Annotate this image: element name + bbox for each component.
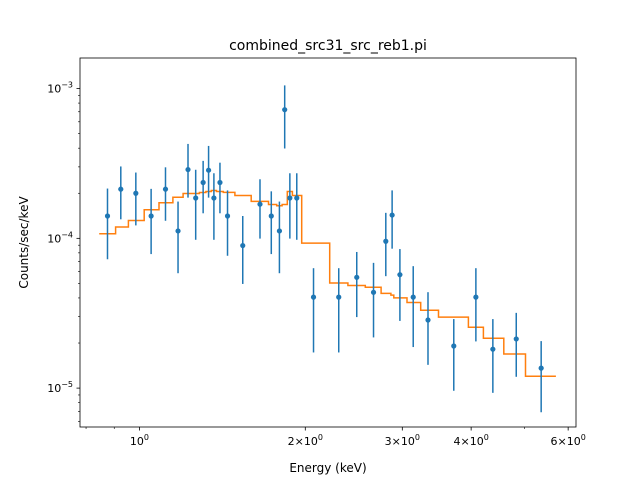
data-point [354, 274, 360, 280]
data-point [148, 213, 154, 219]
data-point [193, 195, 199, 201]
data-point [268, 213, 274, 219]
data-point-group [282, 85, 288, 149]
data-point [240, 242, 246, 249]
data-point [205, 167, 212, 173]
data-point [490, 346, 496, 352]
plot-area [99, 85, 556, 413]
data-point [175, 228, 181, 234]
data-point [211, 195, 217, 201]
data-point [451, 343, 457, 349]
data-point-group [389, 190, 395, 249]
data-point [473, 294, 479, 300]
data-point [133, 190, 139, 196]
data-point-group [310, 268, 317, 353]
data-point-group [104, 188, 111, 260]
data-point-group [162, 167, 169, 221]
data-point [294, 195, 300, 201]
data-point-group [217, 162, 223, 214]
data-point-group [224, 190, 231, 256]
y-tick-label: 10−3 [47, 81, 73, 96]
data-point-group [287, 173, 293, 239]
data-point-group [383, 212, 389, 277]
data-point-group [354, 251, 360, 318]
data-point [513, 336, 519, 342]
data-point-group [211, 173, 217, 240]
data-point [310, 294, 317, 300]
data-point-group [205, 145, 212, 198]
data-point [538, 365, 544, 371]
data-point-group [257, 179, 263, 239]
data-point [425, 317, 431, 323]
data-point [118, 186, 124, 192]
data-point [336, 294, 342, 300]
data-point [287, 195, 293, 201]
data-point-group [370, 262, 377, 338]
data-point [185, 166, 191, 173]
data-point-group [490, 319, 496, 393]
data-point [410, 294, 416, 300]
data-point-group [538, 341, 544, 413]
data-point-group [148, 188, 154, 255]
data-point-group [268, 191, 274, 255]
data-point-group [185, 143, 191, 198]
x-tick-label: 4×100 [453, 433, 488, 448]
data-point-group [410, 266, 416, 348]
model-step-line [99, 189, 556, 378]
data-point-group [294, 173, 300, 240]
x-axis-label: Energy (keV) [289, 461, 366, 475]
y-tick-label: 10−5 [47, 380, 73, 395]
data-point-group [336, 268, 342, 353]
data-point [224, 213, 231, 219]
data-point-group [276, 201, 283, 274]
data-point [282, 107, 288, 113]
data-point [383, 238, 389, 244]
x-tick-label: 6×100 [550, 433, 585, 448]
data-point [217, 179, 223, 186]
data-point-group [175, 201, 181, 274]
data-point-group [451, 319, 457, 391]
data-point-group [133, 172, 139, 226]
chart-title: combined_src31_src_reb1.pi [229, 38, 427, 54]
x-tick-label: 2×100 [288, 433, 323, 448]
data-point-group [200, 160, 206, 214]
y-axis-label: Counts/sec/keV [17, 196, 31, 289]
data-point-group [397, 249, 403, 321]
data-point [200, 179, 206, 186]
data-point [397, 272, 403, 278]
data-point [389, 212, 395, 218]
data-point-group [240, 215, 246, 284]
x-tick-label: 3×100 [385, 433, 420, 448]
data-point-group [513, 312, 519, 377]
data-point [104, 213, 111, 219]
y-tick-label: 10−4 [47, 230, 73, 245]
data-point-group [193, 169, 199, 240]
x-tick-label: 100 [130, 433, 149, 448]
data-point [257, 201, 263, 207]
data-point [370, 289, 377, 295]
data-point-group [473, 268, 479, 342]
data-point [276, 228, 283, 234]
data-point [162, 186, 169, 192]
axes: 100 2×100 3×100 4×100 6×100 10−5 10−4 10−3 [47, 81, 586, 448]
data-point-group [425, 292, 431, 365]
plot-frame [79, 57, 577, 428]
data-point-group [118, 166, 124, 220]
